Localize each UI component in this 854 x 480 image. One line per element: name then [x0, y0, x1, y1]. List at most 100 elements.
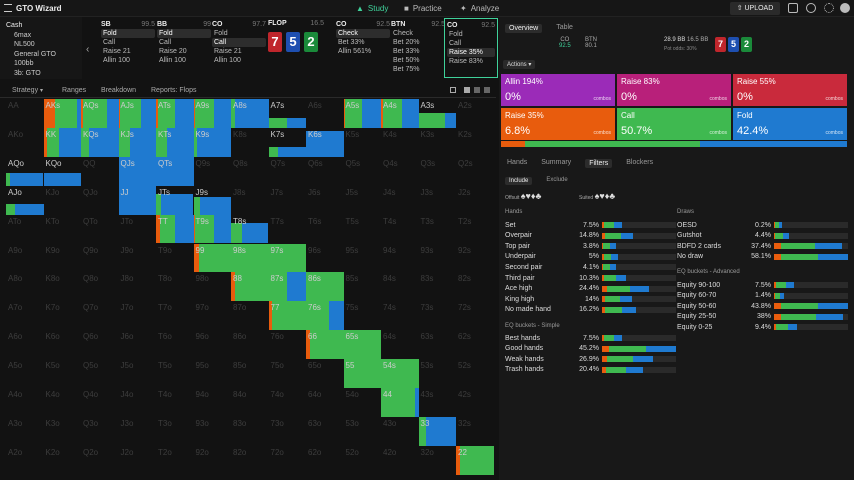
hand-cell-a2o[interactable]: A2o: [6, 446, 44, 475]
hand-cell-t2o[interactable]: T2o: [156, 446, 194, 475]
tab-blockers[interactable]: Blockers: [626, 159, 654, 166]
hand-cell-65s[interactable]: 65s: [343, 330, 381, 360]
draw-row[interactable]: OESD 0.2%: [677, 220, 847, 230]
hand-cell-64s[interactable]: 64s: [381, 330, 419, 359]
hand-cell-j4s[interactable]: J4s: [381, 186, 419, 215]
game-info[interactable]: Cash 6max NL500 General GTO 100bb 3b: GT…: [0, 17, 82, 79]
hand-cell-t3s[interactable]: T3s: [419, 215, 457, 244]
hand-cell-ajo[interactable]: AJo: [6, 186, 44, 215]
hand-cell-k9s[interactable]: K9s: [193, 127, 231, 157]
hand-cell-22[interactable]: 22: [456, 445, 494, 475]
hand-cell-a2s[interactable]: A2s: [456, 99, 494, 128]
hand-cell-j3o[interactable]: J3o: [119, 417, 157, 446]
hand-cell-96o[interactable]: 96o: [194, 330, 232, 359]
hand-row[interactable]: King high 14%: [505, 294, 675, 304]
hand-cell-j2s[interactable]: J2s: [456, 186, 494, 215]
hand-cell-a6s[interactable]: A6s: [306, 99, 344, 128]
hand-cell-97s[interactable]: 97s: [268, 243, 306, 273]
position-action[interactable]: Fold: [157, 29, 211, 38]
tab-breakdown[interactable]: Breakdown: [101, 87, 137, 94]
position-action[interactable]: Bet 33%: [393, 48, 420, 55]
eq-row[interactable]: Equity 25-50 38%: [677, 312, 847, 322]
hand-grid[interactable]: AA AKs AQs AJs ATs A9s A8s A7s A6s A5s A4s A3s A2s AK…: [6, 99, 494, 475]
position-action[interactable]: Bet 33%: [338, 39, 365, 46]
position-bb-1[interactable]: BB 99 Fold Call Raise 20 Allin 100: [157, 20, 211, 78]
hand-cell-t5s[interactable]: T5s: [344, 215, 382, 244]
hand-cell-j6o[interactable]: J6o: [119, 330, 157, 359]
hand-cell-jj[interactable]: JJ: [118, 185, 156, 215]
position-action[interactable]: Allin 100: [214, 57, 241, 64]
hand-cell-96s[interactable]: 96s: [306, 244, 344, 273]
hand-cell-qjo[interactable]: QJo: [81, 186, 119, 215]
hand-cell-a8s[interactable]: A8s: [231, 99, 269, 128]
grid-view-icon[interactable]: [464, 87, 470, 93]
hand-cell-t6s[interactable]: T6s: [306, 215, 344, 244]
hand-cell-75s[interactable]: 75s: [344, 301, 382, 330]
hand-cell-kjo[interactable]: KJo: [44, 186, 82, 215]
hand-cell-q5s[interactable]: Q5s: [344, 157, 382, 186]
position-action[interactable]: Call: [212, 38, 266, 47]
hand-cell-63s[interactable]: 63s: [419, 330, 457, 359]
hand-cell-qq[interactable]: QQ: [81, 157, 119, 186]
hand-cell-a7o[interactable]: A7o: [6, 301, 44, 330]
hand-cell-q9s[interactable]: Q9s: [194, 157, 232, 186]
position-action[interactable]: Fold: [214, 30, 228, 37]
hand-cell-t8o[interactable]: T8o: [156, 272, 194, 301]
tab-hands[interactable]: Hands: [507, 159, 528, 166]
hand-cell-32s[interactable]: 32s: [456, 417, 494, 446]
position-action[interactable]: Bet 50%: [393, 57, 420, 64]
hand-cell-75o[interactable]: 75o: [269, 359, 307, 388]
hand-cell-k5s[interactable]: K5s: [344, 128, 382, 157]
hand-cell-82s[interactable]: 82s: [456, 272, 494, 301]
hand-cell-t7s[interactable]: T7s: [269, 215, 307, 244]
draw-row[interactable]: Gutshot 4.4%: [677, 231, 847, 241]
hand-cell-k4o[interactable]: K4o: [44, 388, 82, 417]
hand-cell-qts[interactable]: QTs: [156, 156, 194, 186]
hand-cell-a3s[interactable]: A3s: [418, 99, 456, 128]
hand-cell-a7s[interactable]: A7s: [268, 99, 306, 128]
hand-cell-t8s[interactable]: T8s: [231, 215, 269, 244]
hand-cell-kqs[interactable]: KQs: [81, 127, 119, 157]
actions-button[interactable]: Actions ▾: [503, 60, 536, 69]
hand-cell-j6s[interactable]: J6s: [306, 186, 344, 215]
help-icon[interactable]: [806, 3, 816, 13]
hand-cell-a9s[interactable]: A9s: [193, 99, 231, 128]
hand-cell-94s[interactable]: 94s: [381, 244, 419, 273]
hand-cell-q4s[interactable]: Q4s: [381, 157, 419, 186]
list-view-icon[interactable]: [474, 87, 480, 93]
eq-row[interactable]: Equity 50-60 43.8%: [677, 301, 847, 311]
hand-cell-q8o[interactable]: Q8o: [81, 272, 119, 301]
position-action[interactable]: Check: [393, 30, 413, 37]
tab-filters[interactable]: Filters: [585, 159, 613, 168]
position-sb-0[interactable]: SB 99.5 Fold Call Raise 21 Allin 100: [101, 20, 155, 78]
hand-cell-52s[interactable]: 52s: [456, 359, 494, 388]
hand-cell-76o[interactable]: 76o: [269, 330, 307, 359]
hand-cell-52o[interactable]: 52o: [344, 446, 382, 475]
hand-cell-t7o[interactable]: T7o: [156, 301, 194, 330]
hand-cell-88[interactable]: 88: [231, 272, 269, 302]
hand-row[interactable]: No made hand 16.2%: [505, 305, 675, 315]
hand-cell-q3o[interactable]: Q3o: [81, 417, 119, 446]
hand-row[interactable]: Second pair 4.1%: [505, 262, 675, 272]
eq-row[interactable]: Equity 60-70 1.4%: [677, 291, 847, 301]
offsuit-filter[interactable]: Offsuit ♠♥♦♣: [505, 191, 541, 201]
hand-cell-a9o[interactable]: A9o: [6, 244, 44, 273]
hand-cell-97o[interactable]: 97o: [194, 301, 232, 330]
hand-cell-54o[interactable]: 54o: [344, 388, 382, 417]
hand-cell-q7s[interactable]: Q7s: [269, 157, 307, 186]
hand-cell-82o[interactable]: 82o: [231, 446, 269, 475]
back-arrow-icon[interactable]: ‹: [86, 44, 90, 55]
tab-reports[interactable]: Reports: Flops: [151, 87, 197, 94]
hand-cell-44[interactable]: 44: [381, 388, 419, 417]
simple-row[interactable]: Weak hands 26.9%: [505, 354, 675, 364]
action-box-5[interactable]: Fold 42.4% combos: [733, 108, 847, 140]
position-action[interactable]: Check: [336, 29, 390, 38]
position-action[interactable]: Raise 83%: [449, 58, 483, 65]
hand-cell-aqo[interactable]: AQo: [6, 157, 44, 186]
action-box-4[interactable]: Call 50.7% combos: [617, 108, 731, 140]
tab-include[interactable]: Include: [505, 177, 533, 185]
hand-cell-63o[interactable]: 63o: [306, 417, 344, 446]
hand-cell-aqs[interactable]: AQs: [81, 99, 119, 128]
position-action[interactable]: Bet 20%: [393, 39, 420, 46]
position-action[interactable]: Bet 75%: [393, 66, 420, 73]
